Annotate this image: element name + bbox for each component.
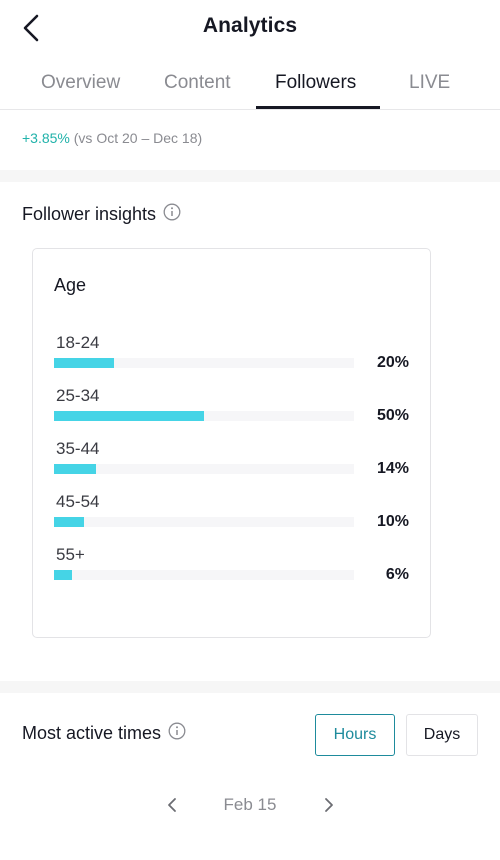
section-divider bbox=[0, 170, 500, 182]
age-group-percent: 50% bbox=[376, 407, 409, 424]
tab-bar: Overview Content Followers LIVE bbox=[0, 56, 500, 110]
follower-insights-title: Follower insights bbox=[22, 203, 181, 226]
age-row-35-44: 35-44 14% bbox=[54, 439, 414, 485]
age-row-45-54: 45-54 10% bbox=[54, 492, 414, 538]
age-card: Age 18-24 20% 25-34 50% 35-44 14% 45-54 … bbox=[32, 248, 431, 638]
most-active-times-label: Most active times bbox=[22, 723, 162, 743]
previous-date-button[interactable] bbox=[162, 794, 182, 816]
next-date-button[interactable] bbox=[319, 794, 339, 816]
info-icon[interactable] bbox=[163, 203, 181, 226]
age-group-percent: 6% bbox=[385, 566, 409, 583]
tab-live[interactable]: LIVE bbox=[409, 72, 451, 93]
tab-followers[interactable]: Followers bbox=[275, 72, 357, 93]
age-bar-fill bbox=[54, 358, 114, 368]
age-group-label: 35-44 bbox=[56, 439, 100, 458]
age-bar-fill bbox=[54, 464, 96, 474]
most-active-times-title: Most active times bbox=[22, 722, 186, 745]
age-row-55-plus: 55+ 6% bbox=[54, 545, 414, 591]
age-bar-fill bbox=[54, 411, 204, 421]
age-group-percent: 14% bbox=[376, 460, 409, 477]
age-bar-track bbox=[54, 411, 354, 421]
age-bar-fill bbox=[54, 517, 84, 527]
section-divider bbox=[0, 681, 500, 693]
tab-overview[interactable]: Overview bbox=[41, 72, 121, 93]
header-bar: Analytics bbox=[0, 0, 500, 56]
age-bar-track bbox=[54, 570, 354, 580]
comparison-period: (vs Oct 20 – Dec 18) bbox=[73, 130, 203, 146]
info-icon[interactable] bbox=[168, 722, 186, 745]
date-label: Feb 15 bbox=[223, 795, 277, 814]
age-bar-fill bbox=[54, 570, 72, 580]
date-navigator: Feb 15 bbox=[0, 790, 500, 820]
age-group-percent: 10% bbox=[376, 513, 409, 530]
back-button[interactable] bbox=[14, 12, 48, 44]
followers-change: +3.85% (vs Oct 20 – Dec 18) bbox=[22, 130, 202, 146]
age-row-25-34: 25-34 50% bbox=[54, 386, 414, 432]
hours-toggle-button[interactable]: Hours bbox=[315, 714, 395, 756]
age-bar-track bbox=[54, 358, 354, 368]
age-group-label: 45-54 bbox=[56, 492, 100, 511]
active-tab-indicator bbox=[256, 106, 380, 109]
follower-insights-label: Follower insights bbox=[22, 204, 157, 224]
age-bar-track bbox=[54, 517, 354, 527]
page-title: Analytics bbox=[202, 14, 298, 37]
tab-content[interactable]: Content bbox=[164, 72, 231, 93]
age-group-percent: 20% bbox=[376, 354, 409, 371]
age-bar-track bbox=[54, 464, 354, 474]
chevron-left-icon bbox=[168, 798, 176, 812]
follower-count-remnant bbox=[22, 110, 30, 116]
age-group-label: 55+ bbox=[56, 545, 85, 564]
age-group-label: 25-34 bbox=[56, 386, 100, 405]
age-card-title: Age bbox=[54, 275, 87, 295]
chevron-right-icon bbox=[325, 798, 333, 812]
chevron-left-icon bbox=[23, 14, 39, 42]
age-row-18-24: 18-24 20% bbox=[54, 333, 414, 379]
days-toggle-button[interactable]: Days bbox=[406, 714, 478, 756]
age-group-label: 18-24 bbox=[56, 333, 100, 352]
change-percent: +3.85% bbox=[22, 130, 70, 146]
